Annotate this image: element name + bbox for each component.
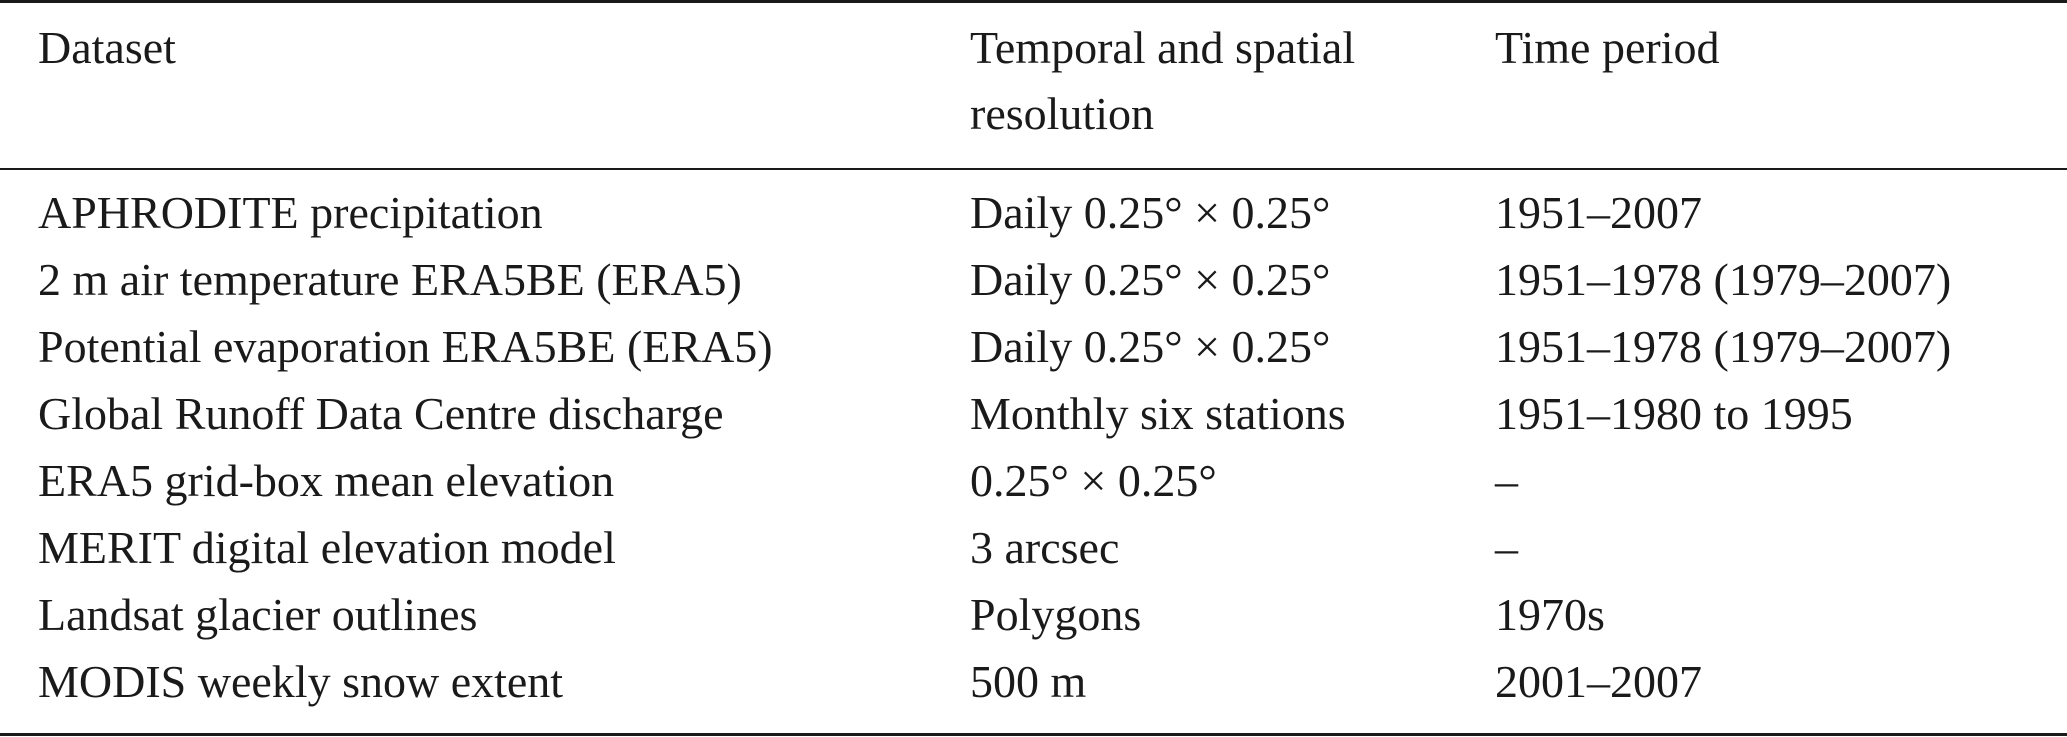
dataset-cell: Potential evaporation ERA5BE (ERA5) — [38, 321, 773, 372]
resolution-cell: Daily 0.25° × 0.25° — [970, 254, 1331, 305]
time-period-cell: 2001–2007 — [1495, 656, 1702, 707]
header-resolution: Temporal and spatial resolution — [970, 22, 1356, 139]
dataset-cell: MERIT digital elevation model — [38, 522, 616, 573]
dataset-cell: APHRODITE precipitation — [38, 187, 543, 238]
time-period-cell: 1970s — [1495, 589, 1605, 640]
resolution-cell: Daily 0.25° × 0.25° — [970, 187, 1331, 238]
resolution-cell: 0.25° × 0.25° — [970, 455, 1217, 506]
time-period-cell: – — [1495, 522, 1518, 573]
time-period-cell: 1951–1978 (1979–2007) — [1495, 254, 1952, 305]
time-period-cell: 1951–2007 — [1495, 187, 1702, 238]
dataset-cell: ERA5 grid-box mean elevation — [38, 455, 615, 506]
resolution-cell: Monthly six stations — [970, 388, 1346, 439]
header-dataset: Dataset — [38, 22, 176, 73]
resolution-cell: Polygons — [970, 589, 1142, 640]
time-period-cell: 1951–1978 (1979–2007) — [1495, 321, 1952, 372]
time-period-cell: – — [1495, 455, 1518, 506]
resolution-cell: 500 m — [970, 656, 1087, 707]
table-bottom-rule — [0, 733, 2067, 736]
header-time-period: Time period — [1495, 22, 1720, 73]
dataset-cell: MODIS weekly snow extent — [38, 656, 564, 707]
time-period-cell: 1951–1980 to 1995 — [1495, 388, 1853, 439]
dataset-cell: Global Runoff Data Centre discharge — [38, 388, 724, 439]
dataset-cell: Landsat glacier outlines — [38, 589, 478, 640]
dataset-cell: 2 m air temperature ERA5BE (ERA5) — [38, 254, 742, 305]
resolution-cell: Daily 0.25° × 0.25° — [970, 321, 1331, 372]
table-header-rule — [0, 168, 2067, 170]
resolution-cell: 3 arcsec — [970, 522, 1120, 573]
table-top-rule — [0, 0, 2067, 3]
